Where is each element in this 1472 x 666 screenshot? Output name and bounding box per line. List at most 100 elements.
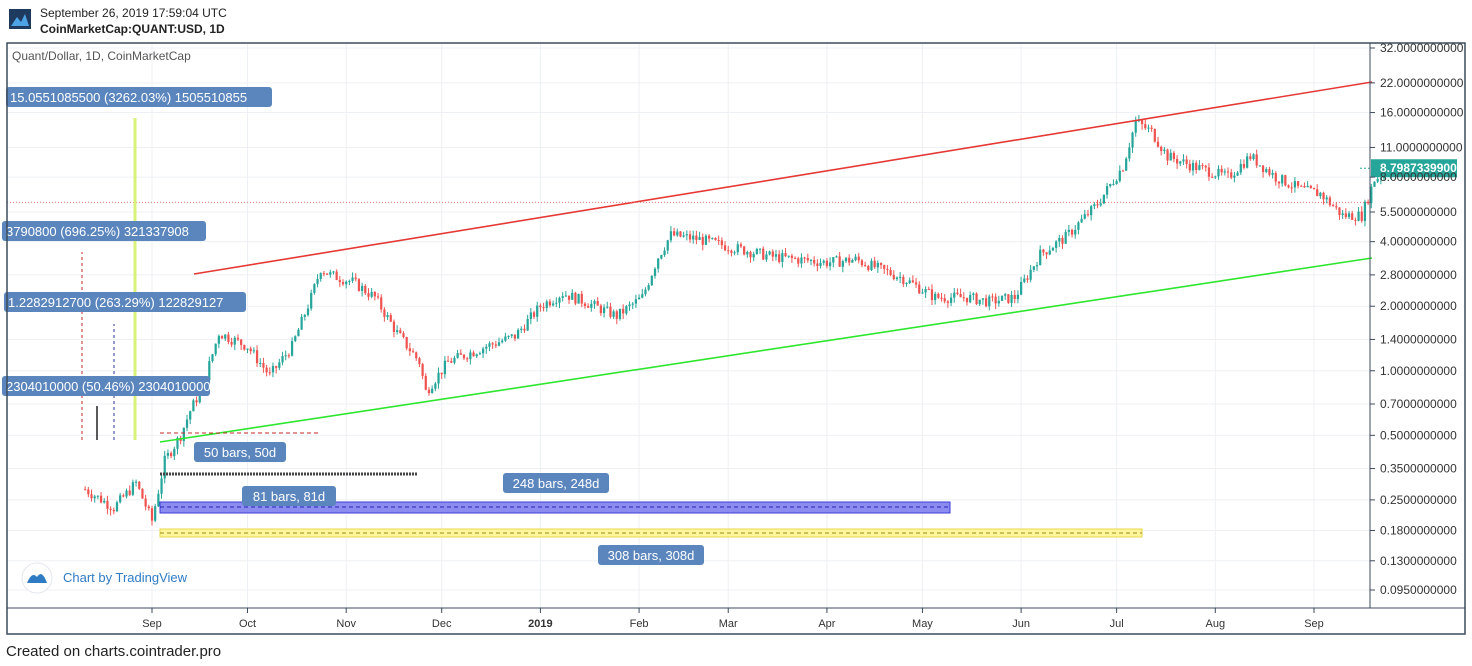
range-label-box <box>194 442 286 462</box>
candle-body <box>1090 206 1093 216</box>
candle-body <box>189 411 192 420</box>
candle-body <box>663 250 666 256</box>
candle-body <box>1379 178 1382 180</box>
candle-body <box>236 337 240 340</box>
footer-credit: Created on charts.cointrader.pro <box>6 643 222 660</box>
candle-body <box>504 336 507 341</box>
candle-body <box>96 495 99 497</box>
candle-body <box>1169 152 1172 161</box>
candle-body <box>440 372 443 375</box>
candle-body <box>437 372 440 384</box>
candle-body <box>596 301 599 306</box>
candle-body <box>1004 294 1007 296</box>
candle-body <box>793 257 797 259</box>
measure-label-text: 2304010000 (50.46%) 2304010000 <box>6 379 211 394</box>
candle-body <box>497 342 501 346</box>
candle-body <box>914 282 918 285</box>
candle-body <box>602 307 606 314</box>
candle-body <box>1233 175 1236 178</box>
candle-body <box>443 360 447 375</box>
candle-body <box>720 240 723 246</box>
candle-body <box>937 293 940 298</box>
candle-body <box>249 348 252 352</box>
price-chart[interactable]: 8.7987339900 15.0551085500 (3262.03%) 150… <box>0 40 1472 640</box>
candle-body <box>905 283 908 285</box>
candle-body <box>1316 189 1319 197</box>
candle-body <box>520 328 523 330</box>
candle-body <box>574 292 577 304</box>
candle-body <box>844 257 848 262</box>
range-label-box <box>242 486 336 506</box>
candle-body <box>1281 175 1284 184</box>
candle-body <box>927 289 930 291</box>
candle-body <box>357 279 361 291</box>
lower-channel-line <box>159 257 1373 443</box>
candle-body <box>552 303 555 306</box>
candle-body <box>1363 201 1367 221</box>
candle-body <box>679 231 682 237</box>
candle-body <box>816 263 819 267</box>
candle-body <box>641 294 644 298</box>
candle-body <box>122 495 125 497</box>
candle-body <box>819 262 822 267</box>
candle-body <box>1010 294 1013 303</box>
x-tick-label: Feb <box>630 618 649 630</box>
candle-body <box>131 482 135 495</box>
candle-body <box>90 494 93 499</box>
candle-body <box>886 268 889 271</box>
candle-body <box>1191 162 1195 171</box>
candle-body <box>930 289 934 300</box>
candle-body <box>924 289 927 293</box>
candle-body <box>112 509 115 512</box>
candle-body <box>166 453 170 456</box>
candle-body <box>214 343 217 355</box>
candle-body <box>1296 181 1300 186</box>
candle-body <box>427 389 431 394</box>
candle-body <box>832 257 835 263</box>
candle-body <box>1242 164 1246 168</box>
candle-body <box>268 372 271 374</box>
candle-body <box>1223 171 1226 173</box>
candle-body <box>1290 187 1293 189</box>
candle-body <box>87 489 90 495</box>
candle-body <box>1016 294 1020 300</box>
candle-body <box>262 363 265 368</box>
candle-body <box>396 330 399 333</box>
candle-body <box>1121 170 1125 172</box>
upper-channel-line <box>193 81 1373 275</box>
range-label-text: 248 bars, 248d <box>513 476 600 491</box>
candle-body <box>322 273 326 275</box>
candle-body <box>240 339 243 345</box>
candle-body <box>1061 237 1064 244</box>
chart-frame <box>6 42 1466 635</box>
tradingview-cloud-icon <box>27 574 47 583</box>
candle-body <box>99 495 103 503</box>
candle-body <box>157 493 160 507</box>
drawings: 8.7987339900 15.0551085500 (3262.03%) 150… <box>2 81 1457 594</box>
candle-body <box>1220 168 1223 173</box>
candle-body <box>637 297 641 300</box>
candle-body <box>494 344 497 346</box>
candle-body <box>1099 203 1102 206</box>
candle-body <box>1185 159 1188 164</box>
candle-body <box>284 355 287 357</box>
candle-body <box>609 306 612 317</box>
range-label-box <box>598 545 704 565</box>
candle-body <box>1134 120 1137 133</box>
y-tick-label: 0.7000000000 <box>1380 397 1457 411</box>
candle-body <box>138 481 141 489</box>
candle-body <box>733 252 736 254</box>
candle-body <box>1058 237 1061 242</box>
y-tick-label: 11.0000000000 <box>1380 140 1463 154</box>
candle-body <box>1182 159 1185 162</box>
candle-body <box>316 279 319 285</box>
candle-body <box>1019 281 1023 295</box>
x-tick-label: May <box>912 618 933 630</box>
candle-body <box>848 257 851 263</box>
candle-body <box>714 237 717 241</box>
candle-body <box>622 308 625 314</box>
candle-body <box>1217 168 1220 177</box>
candle-body <box>1026 278 1029 280</box>
candle-body <box>1360 211 1363 221</box>
candle-body <box>1175 159 1179 164</box>
